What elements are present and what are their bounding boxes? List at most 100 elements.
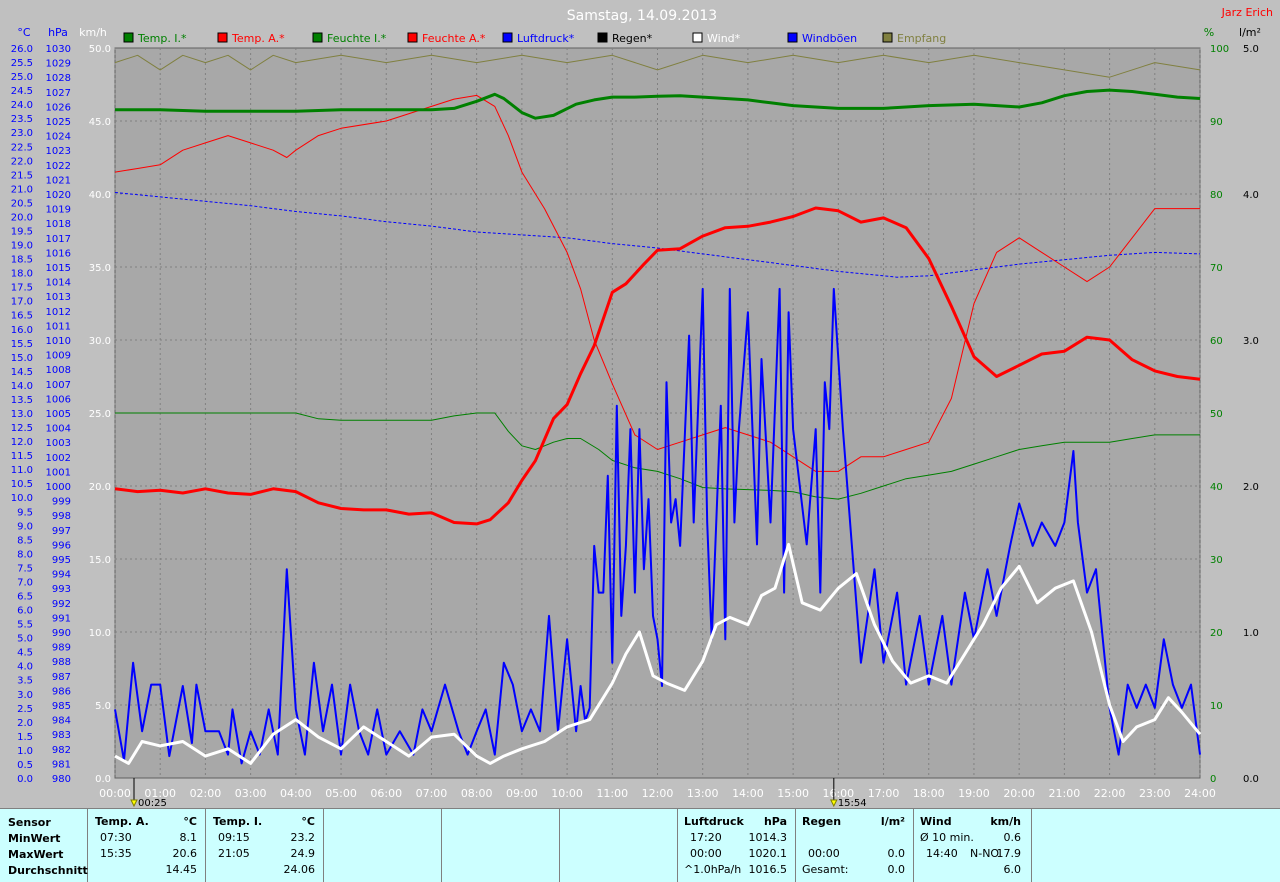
pressure-min-value: 1014.3 <box>748 831 788 844</box>
pressure-tick-label: 1016 <box>46 248 71 259</box>
temp-tick-label: 21.5 <box>11 170 33 181</box>
temp-tick-label: 7.0 <box>17 577 33 588</box>
temp-i-max-value: 24.9 <box>290 847 316 860</box>
x-tick-label: 12:00 <box>642 787 674 800</box>
x-tick-label: 14:00 <box>732 787 764 800</box>
pressure-tick-label: 1014 <box>46 278 71 289</box>
temp-tick-label: 10.5 <box>11 479 33 490</box>
pressure-tick-label: 1029 <box>46 59 71 70</box>
temp-i-min-time: 09:15 <box>218 831 250 844</box>
temp-a-max-time: 15:35 <box>100 847 132 860</box>
pressure-tick-label: 981 <box>52 759 71 770</box>
x-tick-label: 17:00 <box>868 787 900 800</box>
empty-block-2 <box>442 809 560 882</box>
pressure-tick-label: 1018 <box>46 219 71 230</box>
wind-tick-label: 40.0 <box>89 190 111 201</box>
rain-header: Regen <box>802 815 842 828</box>
temp-tick-label: 25.0 <box>11 72 33 83</box>
temp-tick-label: 11.0 <box>11 465 33 476</box>
temp-tick-label: 9.0 <box>17 521 33 532</box>
pressure-tick-label: 985 <box>52 701 71 712</box>
temp-tick-label: 8.5 <box>17 535 33 546</box>
pressure-tick-label: 996 <box>52 540 71 551</box>
pressure-tick-label: 998 <box>52 511 71 522</box>
temp-tick-label: 5.0 <box>17 634 33 645</box>
wind-tick-label: 10.0 <box>89 628 111 639</box>
x-tick-label: 22:00 <box>1094 787 1126 800</box>
temp-tick-label: 18.5 <box>11 255 33 266</box>
legend-swatch <box>123 32 134 43</box>
temp-tick-label: 23.5 <box>11 114 33 125</box>
x-tick-label: 07:00 <box>416 787 448 800</box>
wind-tick-label: 50.0 <box>89 44 111 55</box>
rain-tick-label: 0.0 <box>1243 774 1259 785</box>
sensor-header: Sensor <box>8 816 51 829</box>
temp-tick-label: 4.5 <box>17 648 33 659</box>
temp-tick-label: 22.5 <box>11 142 33 153</box>
x-tick-label: 08:00 <box>461 787 493 800</box>
rain-tick-label: 5.0 <box>1243 44 1259 55</box>
marker-label: 15:54 <box>838 798 867 808</box>
wind-tick-label: 30.0 <box>89 336 111 347</box>
temp-tick-label: 1.5 <box>17 732 33 743</box>
temp-i-max-time: 21:05 <box>218 847 250 860</box>
temp-tick-label: 7.5 <box>17 563 33 574</box>
temp-i-avg-value: 24.06 <box>283 863 316 876</box>
x-tick-label: 24:00 <box>1184 787 1216 800</box>
pressure-tick-label: 991 <box>52 613 71 624</box>
rain-tick-label: 4.0 <box>1243 190 1259 201</box>
pressure-trend: ^1.0hPa/h <box>684 863 742 876</box>
x-tick-label: 16:00 <box>822 787 854 800</box>
marker-arrow-icon <box>830 799 838 808</box>
temp-tick-label: 9.5 <box>17 507 33 518</box>
legend-swatch <box>407 32 418 43</box>
humidity-tick-label: 50 <box>1210 409 1223 420</box>
pressure-tick-label: 1030 <box>46 44 71 55</box>
temp-i-unit: °C <box>301 815 315 828</box>
series-line-feuchte-i <box>115 412 1200 500</box>
temp-tick-label: 0.0 <box>17 774 33 785</box>
x-tick-label: 11:00 <box>596 787 628 800</box>
temp-tick-label: 3.5 <box>17 676 33 687</box>
legend-swatch <box>597 32 608 43</box>
temp-i-header: Temp. I. <box>213 815 263 828</box>
row-avg-label: Durchschnitt <box>8 864 88 877</box>
wind-max-direction: N-NO <box>970 847 1000 860</box>
pressure-tick-label: 986 <box>52 686 71 697</box>
temp-tick-label: 21.0 <box>11 184 33 195</box>
chart-title: Samstag, 14.09.2013 <box>567 8 717 24</box>
legend-label: Wind* <box>707 32 741 45</box>
wind-tick-label: 45.0 <box>89 117 111 128</box>
series-line-temp-i <box>115 88 1201 120</box>
humidity-tick-label: 90 <box>1210 117 1223 128</box>
humidity-tick-label: 100 <box>1210 44 1229 55</box>
temp-tick-label: 3.0 <box>17 690 33 701</box>
x-tick-label: 02:00 <box>190 787 222 800</box>
pressure-tick-label: 1007 <box>46 380 71 391</box>
author-label: Jarz Erich <box>1221 6 1273 19</box>
temp-tick-label: 16.5 <box>11 311 33 322</box>
humidity-unit-label: % <box>1204 26 1214 39</box>
pressure-tick-label: 980 <box>52 774 71 785</box>
legend-label: Feuchte A.* <box>422 32 486 45</box>
pressure-tick-label: 990 <box>52 628 71 639</box>
pressure-tick-label: 1017 <box>46 234 71 245</box>
pressure-tick-label: 988 <box>52 657 71 668</box>
pressure-header: Luftdruck <box>684 815 744 828</box>
pressure-tick-label: 1022 <box>46 161 71 172</box>
pressure-max-time: 00:00 <box>690 847 722 860</box>
temp-tick-label: 13.5 <box>11 395 33 406</box>
humidity-tick-label: 20 <box>1210 628 1223 639</box>
legend-label: Temp. A.* <box>231 32 285 45</box>
wind-tick-label: 15.0 <box>89 555 111 566</box>
temp-a-avg-value: 14.45 <box>165 863 198 876</box>
marker-arrow-icon <box>130 799 138 808</box>
empty-block-3 <box>560 809 678 882</box>
wind-block: Wind km/h Ø 10 min. 0.6 14:40 N-NO 17.9 … <box>914 809 1032 882</box>
rain-total-value: 0.0 <box>887 863 906 876</box>
x-tick-label: 04:00 <box>280 787 312 800</box>
series-line-windb-en <box>114 287 1201 765</box>
temp-tick-label: 2.5 <box>17 704 33 715</box>
wind-unit-label: km/h <box>79 26 107 39</box>
pressure-tick-label: 1004 <box>46 424 71 435</box>
